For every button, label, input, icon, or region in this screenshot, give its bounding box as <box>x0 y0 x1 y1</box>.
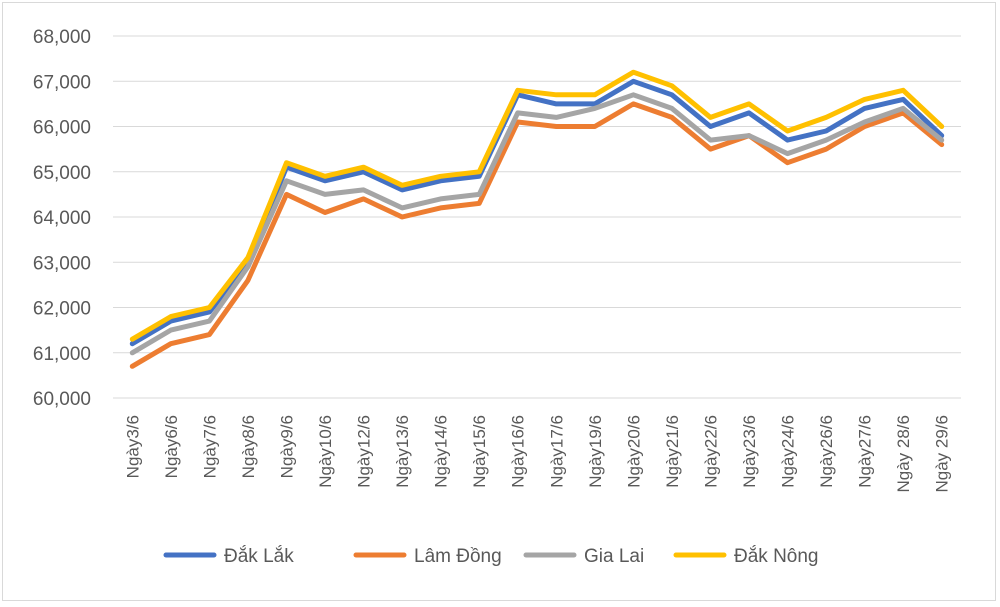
x-tick-label: Ngày27/6 <box>856 415 875 488</box>
legend-label: Gia Lai <box>584 546 644 567</box>
y-tick-label: 65,000 <box>33 163 91 184</box>
y-tick-label: 60,000 <box>33 389 91 410</box>
x-tick-label: Ngày15/6 <box>470 415 489 488</box>
legend-label: Đắk Nông <box>734 545 819 567</box>
x-tick-label: Ngày17/6 <box>547 415 566 488</box>
series-lines <box>129 69 945 369</box>
legend-item: Đắk Nông <box>673 545 819 567</box>
line-chart: 60,000 61,000 62,000 63,000 64,000 65,000 66,0… <box>33 27 961 567</box>
x-tick-label: Ngày 28/6 <box>894 415 913 493</box>
legend: Đắk Lắk Lâm Đồng Gia Lai Đắk Nông <box>163 545 819 567</box>
y-tick-label: 63,000 <box>33 253 91 274</box>
x-tick-label: Ngày12/6 <box>355 415 374 488</box>
legend-label: Đắk Lắk <box>224 545 294 567</box>
x-tick-label: Ngày14/6 <box>432 415 451 488</box>
y-tick-label: 61,000 <box>33 344 91 365</box>
x-tick-label: Ngày22/6 <box>701 415 720 488</box>
legend-item: Gia Lai <box>523 546 644 567</box>
y-tick-label: 68,000 <box>33 27 91 48</box>
x-tick-label: Ngày13/6 <box>393 415 412 488</box>
x-tick-label: Ngày6/6 <box>162 415 181 478</box>
y-tick-label: 64,000 <box>33 208 91 229</box>
x-tick-label: Ngày7/6 <box>200 415 219 478</box>
x-tick-label: Ngày9/6 <box>277 415 296 478</box>
x-tick-label: Ngày24/6 <box>779 415 798 488</box>
x-tick-label: Ngày3/6 <box>123 415 142 478</box>
y-tick-label: 66,000 <box>33 118 91 139</box>
series-line <box>129 69 945 342</box>
x-tick-label: Ngày21/6 <box>663 415 682 488</box>
series-line <box>129 101 945 369</box>
legend-label: Lâm Đồng <box>414 546 502 567</box>
x-tick-label: Ngày 29/6 <box>933 415 952 493</box>
y-axis-labels: 60,000 61,000 62,000 63,000 64,000 65,000 66,0… <box>33 27 91 410</box>
legend-item: Lâm Đồng <box>353 546 502 567</box>
x-tick-label: Ngày16/6 <box>509 415 528 488</box>
x-tick-label: Ngày20/6 <box>624 415 643 488</box>
x-tick-label: Ngày8/6 <box>239 415 258 478</box>
y-tick-label: 62,000 <box>33 299 91 320</box>
legend-item: Đắk Lắk <box>163 545 294 567</box>
x-tick-label: Ngày19/6 <box>586 415 605 488</box>
x-tick-label: Ngày10/6 <box>316 415 335 488</box>
x-tick-label: Ngày23/6 <box>740 415 759 488</box>
series-line <box>129 92 945 356</box>
y-tick-label: 67,000 <box>33 72 91 93</box>
x-tick-label: Ngày26/6 <box>817 415 836 488</box>
x-axis-labels: Ngày3/6 Ngày6/6 Ngày7/6 Ngày8/6 Ngày9/6 Ngày1… <box>123 415 951 493</box>
